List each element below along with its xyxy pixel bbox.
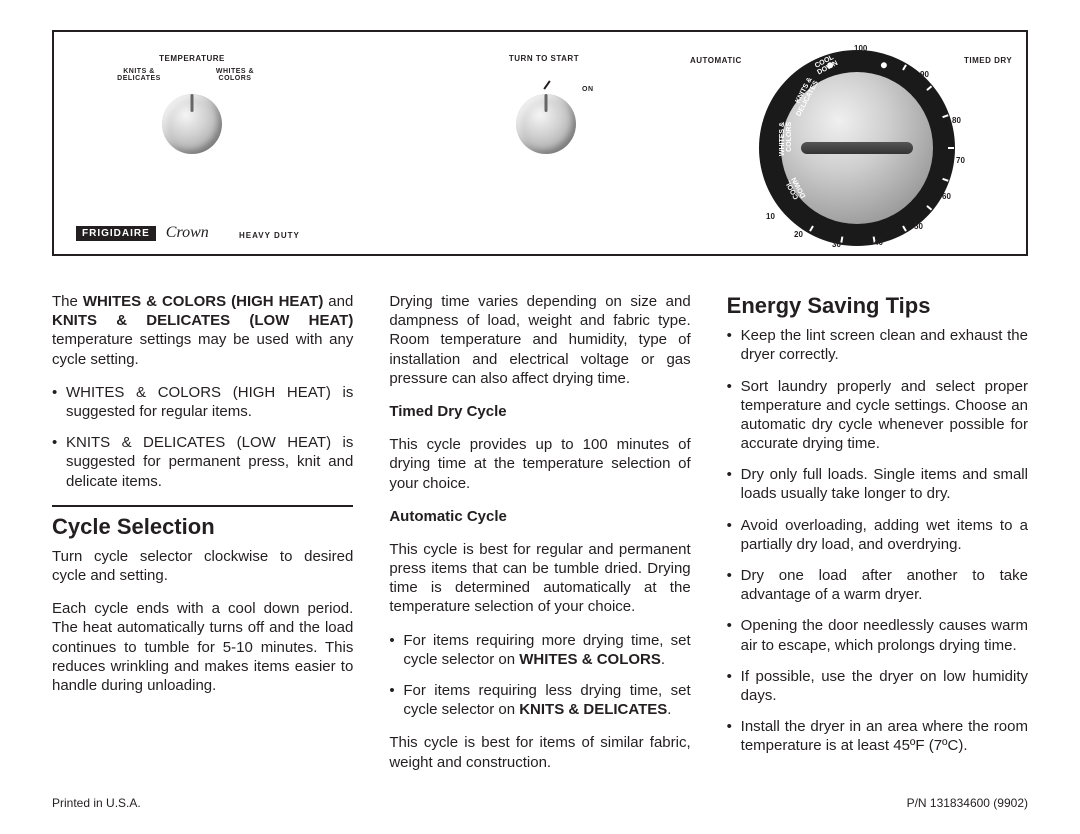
tip: Dry only full loads. Single items and sm… xyxy=(727,465,1028,503)
on-tick xyxy=(543,80,550,89)
printed-in: Printed in U.S.A. xyxy=(52,796,141,810)
auto-bullet-2: For items requiring less drying time, se… xyxy=(389,681,690,719)
on-label: ON xyxy=(582,86,594,93)
column-2: Drying time varies depending on size and… xyxy=(389,292,690,786)
energy-tips-list: Keep the lint screen clean and exhaust t… xyxy=(727,326,1028,755)
knits-delicates-label: KNITS & DELICATES xyxy=(114,68,164,82)
brand-series: Crown xyxy=(166,224,209,242)
start-knob xyxy=(516,94,576,154)
temperature-knob xyxy=(162,94,222,154)
column-1: The WHITES & COLORS (HIGH HEAT) and KNIT… xyxy=(52,292,353,786)
timed-dry-body: This cycle provides up to 100 minutes of… xyxy=(389,435,690,493)
auto-bullet-1: For items requiring more drying time, se… xyxy=(389,631,690,669)
automatic-body: This cycle is best for regular and perma… xyxy=(389,540,690,617)
energy-heading: Energy Saving Tips xyxy=(727,292,1028,320)
timed-dry-label: TIMED DRY xyxy=(964,56,1012,65)
control-panel-diagram: TEMPERATURE KNITS & DELICATES WHITES & C… xyxy=(52,30,1028,256)
temperature-label: TEMPERATURE xyxy=(142,54,242,63)
footer: Printed in U.S.A. P/N 131834600 (9902) xyxy=(52,796,1028,810)
cycle-p2: Each cycle ends with a cool down period.… xyxy=(52,599,353,695)
tip: Sort laundry properly and select proper … xyxy=(727,377,1028,454)
drying-vary: Drying time varies depending on size and… xyxy=(389,292,690,388)
automatic-heading: Automatic Cycle xyxy=(389,507,690,526)
part-number: P/N 131834600 (9902) xyxy=(907,796,1028,810)
tip: Keep the lint screen clean and exhaust t… xyxy=(727,326,1028,364)
cycle-selector-dial: COOL DOWN KNITS & DELICATES WHITES & COL… xyxy=(759,50,955,246)
temp-bullet-2: KNITS & DELICATES (LOW HEAT) is suggeste… xyxy=(52,433,353,491)
automatic-label: AUTOMATIC xyxy=(690,56,742,65)
tip: Avoid overloading, adding wet items to a… xyxy=(727,516,1028,554)
whites-colors-label: WHITES & COLORS xyxy=(210,68,260,82)
timed-dry-heading: Timed Dry Cycle xyxy=(389,402,690,421)
heavy-duty-label: HEAVY DUTY xyxy=(239,231,300,240)
tip: Opening the door needlessly causes warm … xyxy=(727,616,1028,654)
tip: Dry one load after another to take advan… xyxy=(727,566,1028,604)
cycle-p1: Turn cycle selector clockwise to desired… xyxy=(52,547,353,585)
tip: Install the dryer in an area where the r… xyxy=(727,717,1028,755)
brand-logo: FRIGIDAIRE xyxy=(76,226,156,241)
cycle-selection-heading: Cycle Selection xyxy=(52,505,353,541)
turn-to-start-label: TURN TO START xyxy=(494,54,594,63)
temp-bullet-1: WHITES & COLORS (HIGH HEAT) is suggested… xyxy=(52,383,353,421)
temp-intro: The WHITES & COLORS (HIGH HEAT) and KNIT… xyxy=(52,292,353,369)
brand-row: FRIGIDAIRE Crown xyxy=(76,224,209,242)
auto-closing: This cycle is best for items of similar … xyxy=(389,733,690,771)
tip: If possible, use the dryer on low humidi… xyxy=(727,667,1028,705)
body-columns: The WHITES & COLORS (HIGH HEAT) and KNIT… xyxy=(52,292,1028,786)
column-3: Energy Saving Tips Keep the lint screen … xyxy=(727,292,1028,786)
